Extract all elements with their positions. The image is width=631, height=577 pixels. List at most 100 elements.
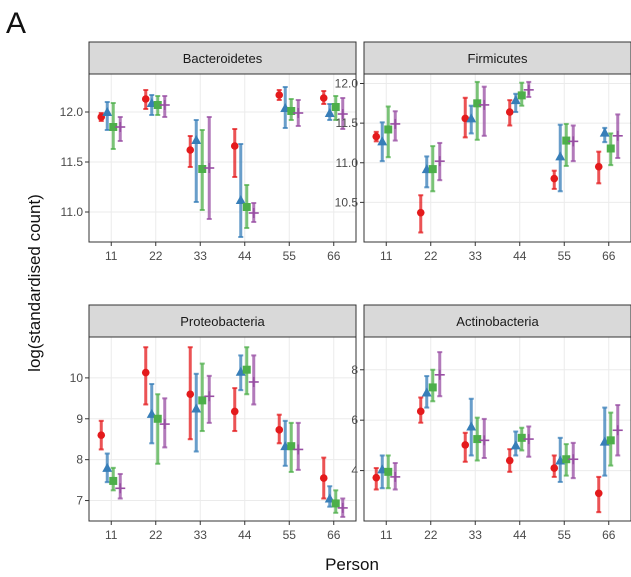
series-method3 (384, 368, 615, 490)
data-point (153, 101, 162, 109)
data-point (384, 125, 393, 134)
data-point (594, 489, 603, 498)
series-method1 (372, 96, 603, 234)
data-point (390, 118, 401, 129)
x-tick-label: 11 (380, 528, 393, 542)
data-point (505, 108, 514, 116)
series-method4 (390, 351, 623, 491)
data-point (473, 435, 482, 444)
x-tick-label: 55 (558, 249, 572, 263)
y-tick-label: 12.0 (335, 77, 359, 91)
x-tick-label: 33 (194, 528, 208, 542)
data-point (461, 441, 470, 449)
data-point (159, 419, 170, 430)
data-point (337, 109, 348, 119)
series-method1 (97, 346, 328, 500)
panel-border (88, 336, 357, 522)
data-point (523, 84, 534, 95)
series-method4 (115, 95, 348, 223)
data-point (434, 369, 445, 380)
y-tick-label: 6 (351, 413, 358, 427)
data-point (97, 431, 106, 439)
data-point (390, 471, 401, 482)
x-tick-label: 11 (105, 249, 118, 263)
y-tick-label: 9 (76, 412, 83, 426)
data-point (319, 94, 328, 102)
data-point (141, 368, 150, 377)
data-point (248, 376, 259, 387)
error-bar (481, 85, 487, 137)
data-point (204, 391, 215, 402)
data-point (555, 151, 566, 161)
data-point (505, 456, 514, 465)
facet-actinobacteria: Actinobacteria 4 6 8 11 22 33 44 55 66 (351, 304, 631, 542)
data-point (331, 103, 340, 111)
panel-border (88, 73, 357, 243)
data-point (102, 107, 113, 116)
data-point (115, 483, 126, 494)
x-tick-label: 55 (558, 528, 572, 542)
data-point (242, 203, 251, 211)
y-tick-label: 11.5 (61, 155, 84, 169)
data-point (594, 162, 603, 171)
series-method1 (97, 89, 328, 178)
data-point (324, 108, 335, 117)
error-bar (193, 119, 199, 203)
data-point (337, 502, 348, 513)
series-method3 (384, 80, 615, 193)
data-point (517, 433, 526, 442)
data-point (102, 462, 113, 472)
series-method3 (109, 95, 340, 229)
panel-letter: A (6, 7, 26, 40)
data-point (235, 195, 246, 204)
x-tick-label: 44 (238, 528, 252, 542)
x-tick-label: 22 (424, 528, 438, 542)
data-point (562, 136, 571, 145)
data-point (287, 442, 296, 451)
plot-area (89, 74, 356, 242)
series-method3 (109, 346, 340, 514)
data-point (204, 163, 215, 173)
x-tick-label: 66 (602, 249, 616, 263)
data-point (606, 144, 615, 153)
plot-area (364, 337, 631, 521)
data-point (510, 440, 521, 450)
facet-strip (363, 41, 631, 75)
data-point (115, 122, 126, 132)
data-point (606, 436, 615, 445)
series-method2 (377, 375, 610, 490)
data-point (319, 474, 328, 482)
x-tick-label: 66 (327, 528, 341, 542)
y-tick-label: 10.5 (335, 195, 359, 209)
data-point (186, 390, 195, 399)
data-point (372, 473, 381, 482)
x-tick-label: 44 (513, 249, 527, 263)
data-point (466, 113, 477, 123)
x-tick-label: 11 (380, 249, 393, 263)
x-tick-label: 66 (327, 249, 341, 263)
data-point (479, 435, 490, 446)
data-point (421, 387, 432, 397)
facet-title: Actinobacteria (456, 314, 539, 329)
data-point (331, 499, 340, 508)
y-axis-title: log(standardised count) (25, 194, 44, 372)
y-tick-label: 12.0 (60, 105, 84, 119)
data-point (523, 434, 534, 445)
data-point (153, 414, 162, 423)
series-method1 (372, 396, 603, 514)
data-point (384, 467, 393, 476)
data-point (517, 91, 526, 100)
data-point (473, 99, 482, 108)
plot-area (364, 74, 631, 242)
facet-title: Bacteroidetes (183, 51, 263, 66)
y-tick-label: 10 (70, 371, 84, 385)
facet-strip (88, 41, 357, 75)
data-point (562, 455, 571, 464)
data-point (159, 100, 170, 110)
data-point (416, 407, 425, 416)
data-point (428, 165, 437, 174)
data-point (109, 123, 118, 131)
data-point (198, 396, 207, 405)
data-point (377, 136, 388, 146)
